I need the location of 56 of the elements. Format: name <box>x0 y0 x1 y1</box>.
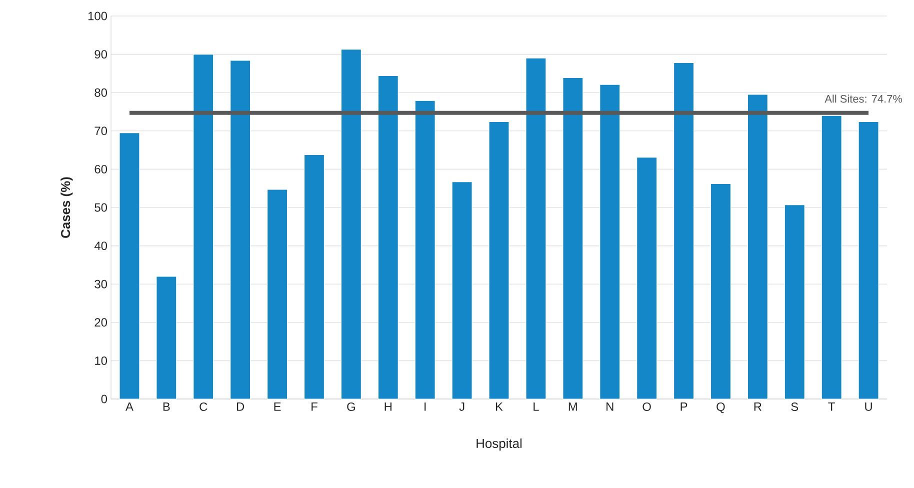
bar <box>488 121 510 400</box>
x-tick-label: U <box>865 402 872 411</box>
y-tick-label: 40 <box>94 242 108 250</box>
bar <box>304 154 325 400</box>
bar <box>230 60 251 400</box>
bar <box>266 189 288 400</box>
y-tick-label: 60 <box>94 164 108 174</box>
bar <box>636 157 658 400</box>
x-axis-title: Hospital <box>476 438 522 451</box>
y-tick-label: 70 <box>94 126 108 136</box>
x-tick-label: E <box>274 402 281 411</box>
bar <box>600 84 620 400</box>
bar <box>378 75 398 400</box>
x-tick-label: A <box>126 402 134 411</box>
bar <box>526 58 546 400</box>
y-tick-label: 100 <box>88 12 108 20</box>
x-tick-label: I <box>424 402 426 411</box>
bar <box>747 94 768 400</box>
y-tick-label: 20 <box>94 318 108 327</box>
bar <box>156 276 177 400</box>
y-tick-label: 30 <box>94 280 108 288</box>
x-tick-label: H <box>384 402 392 411</box>
y-tick-label: 0 <box>101 394 108 404</box>
x-tick-label: M <box>568 402 577 411</box>
x-tick-label: F <box>312 402 318 411</box>
x-tick-label: J <box>459 402 464 411</box>
x-tick-label: S <box>791 402 798 411</box>
bar <box>340 49 362 400</box>
x-tick-label: P <box>680 402 688 411</box>
y-tick-label: 10 <box>95 356 108 365</box>
x-tick-label: N <box>606 402 614 411</box>
bar <box>821 115 842 400</box>
x-tick-label: R <box>754 402 762 411</box>
bar <box>858 121 879 400</box>
x-tick-label: Q <box>716 402 725 414</box>
x-tick-label: G <box>347 402 355 411</box>
ref-line-label: All Sites: 74.7% <box>824 94 902 103</box>
bar <box>562 77 584 400</box>
x-tick-label: T <box>828 402 835 411</box>
bar <box>673 62 694 400</box>
y-tick-label: 90 <box>94 50 108 59</box>
bar <box>414 100 436 400</box>
x-tick-label: L <box>534 402 539 411</box>
x-tick-label: D <box>237 402 244 411</box>
bar <box>784 204 805 400</box>
y-tick-label: 80 <box>94 88 108 97</box>
x-tick-label: K <box>496 402 503 411</box>
x-tick-label: C <box>200 402 208 411</box>
x-tick-label: O <box>642 402 651 411</box>
bar <box>452 182 472 400</box>
bar <box>119 132 140 400</box>
bar <box>710 183 732 400</box>
bar <box>193 54 214 400</box>
x-tick-label: B <box>163 402 170 411</box>
y-axis-title: Cases (%) <box>60 177 73 238</box>
y-tick-label: 50 <box>94 203 108 212</box>
